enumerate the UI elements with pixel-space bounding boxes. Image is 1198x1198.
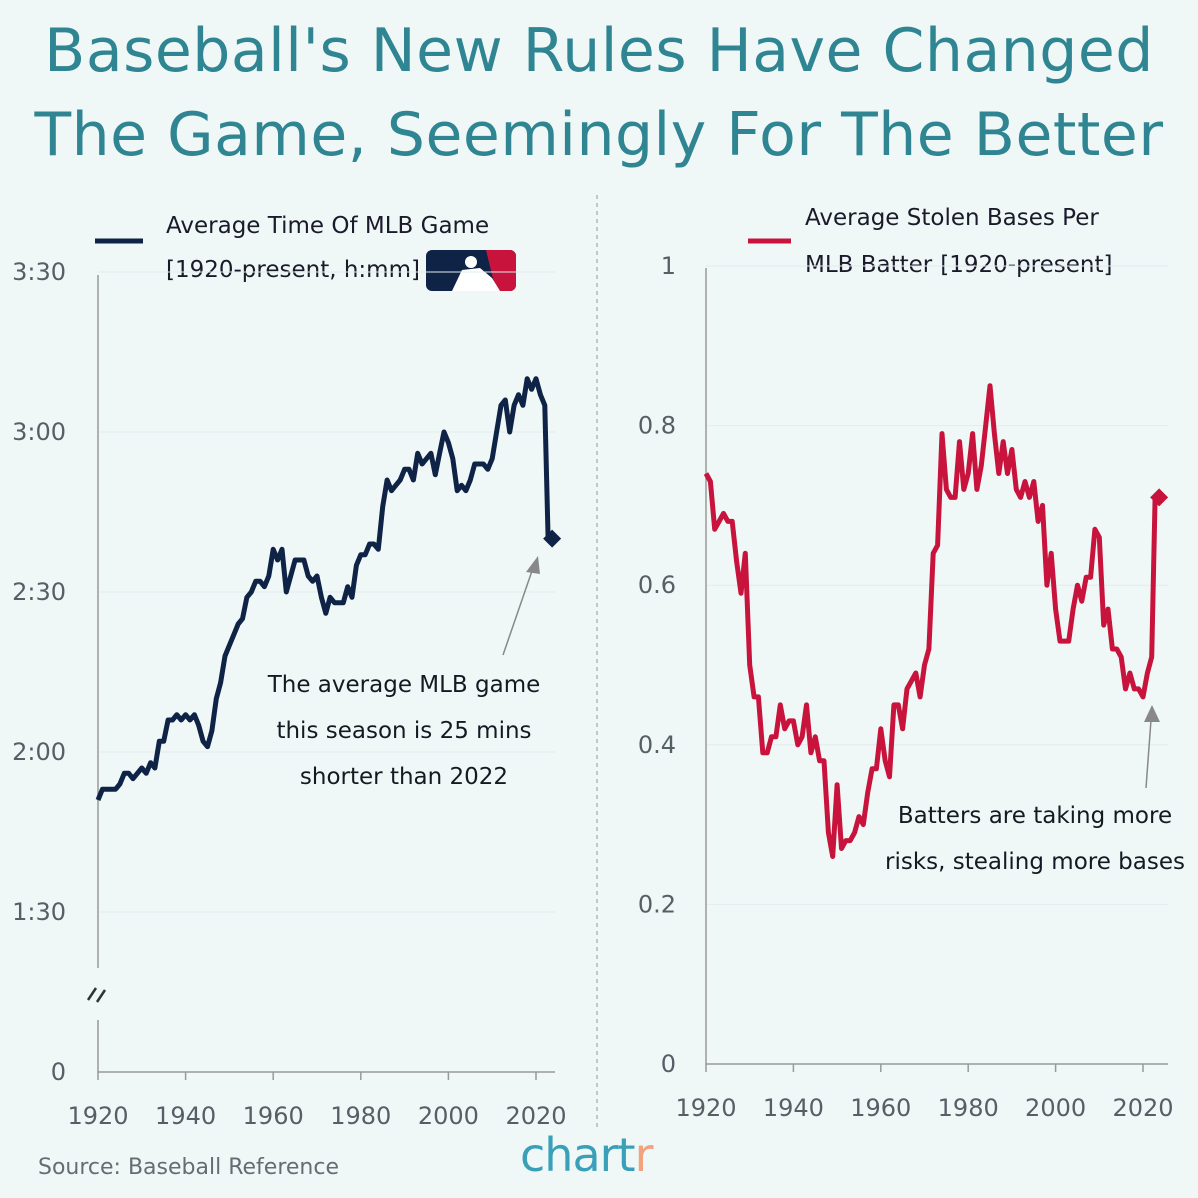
x-tick-label: 1940 bbox=[155, 1102, 216, 1130]
y-tick-label: 1 bbox=[661, 252, 676, 280]
annotation-time-1: The average MLB game bbox=[267, 672, 541, 698]
x-tick-label: 1960 bbox=[243, 1102, 304, 1130]
annotation-time-3: shorter than 2022 bbox=[300, 764, 508, 790]
x-tick-label: 2000 bbox=[1025, 1094, 1086, 1122]
y-tick-label: 0 bbox=[661, 1050, 676, 1078]
legend-steals-sub: MLB Batter [1920-present] bbox=[805, 252, 1112, 278]
arrow-head-icon bbox=[1144, 705, 1160, 722]
x-tick-label: 2020 bbox=[505, 1102, 566, 1130]
y-tick-label: 0.2 bbox=[638, 890, 676, 918]
annotation-steals-2: risks, stealing more bases bbox=[885, 849, 1185, 875]
mlb-logo-icon bbox=[426, 250, 516, 291]
axis-break-icon bbox=[86, 987, 107, 1003]
x-tick-label: 2020 bbox=[1112, 1094, 1173, 1122]
y-tick-label: 3:00 bbox=[12, 418, 66, 446]
x-tick-label: 1980 bbox=[938, 1094, 999, 1122]
chart-title-line-2: The Game, Seemingly For The Better bbox=[34, 100, 1164, 170]
game-time-highlight-point bbox=[543, 529, 562, 548]
y-tick-label: 0.4 bbox=[638, 731, 676, 759]
y-tick-label: 2:30 bbox=[12, 578, 66, 606]
y-tick-label: 0 bbox=[51, 1058, 66, 1086]
x-tick-label: 1960 bbox=[850, 1094, 911, 1122]
annotation-arrow-time bbox=[502, 567, 534, 656]
stolen-bases-line bbox=[703, 383, 1158, 859]
annotation-time-2: this season is 25 mins bbox=[276, 718, 531, 744]
legend-time-sub: [1920-present, h:mm] bbox=[166, 257, 420, 283]
legend-time-label: Average Time Of MLB Game bbox=[166, 213, 489, 239]
logo-text: chart bbox=[520, 1128, 636, 1182]
x-tick-label: 1980 bbox=[330, 1102, 391, 1130]
y-tick-label: 2:00 bbox=[12, 738, 66, 766]
legend-steals-sub-1: MLB Batter bbox=[805, 252, 933, 278]
stolen-bases-highlight-point bbox=[1150, 488, 1169, 507]
chart-title-line-1: Baseball's New Rules Have Changed bbox=[44, 16, 1154, 86]
chartr-logo: chartr bbox=[520, 1128, 654, 1182]
x-tick-label: 2000 bbox=[418, 1102, 479, 1130]
arrow-head-icon bbox=[526, 556, 540, 574]
legend-steals-sub-2: [1920-present] bbox=[940, 252, 1112, 278]
y-tick-label: 1:30 bbox=[12, 898, 66, 926]
annotation-arrow-steals bbox=[1145, 719, 1152, 789]
annotation-steals-1: Batters are taking more bbox=[898, 803, 1172, 829]
logo-accent: r bbox=[634, 1128, 654, 1182]
source-note: Source: Baseball Reference bbox=[38, 1155, 339, 1180]
x-tick-label: 1920 bbox=[675, 1094, 736, 1122]
x-tick-label: 1940 bbox=[763, 1094, 824, 1122]
x-tick-label: 1920 bbox=[67, 1102, 128, 1130]
y-tick-label: 0.6 bbox=[638, 571, 676, 599]
legend-steals-label: Average Stolen Bases Per bbox=[805, 205, 1099, 231]
y-tick-label: 0.8 bbox=[638, 412, 676, 440]
game-time-line bbox=[95, 376, 551, 801]
y-tick-label: 3:30 bbox=[12, 258, 66, 286]
